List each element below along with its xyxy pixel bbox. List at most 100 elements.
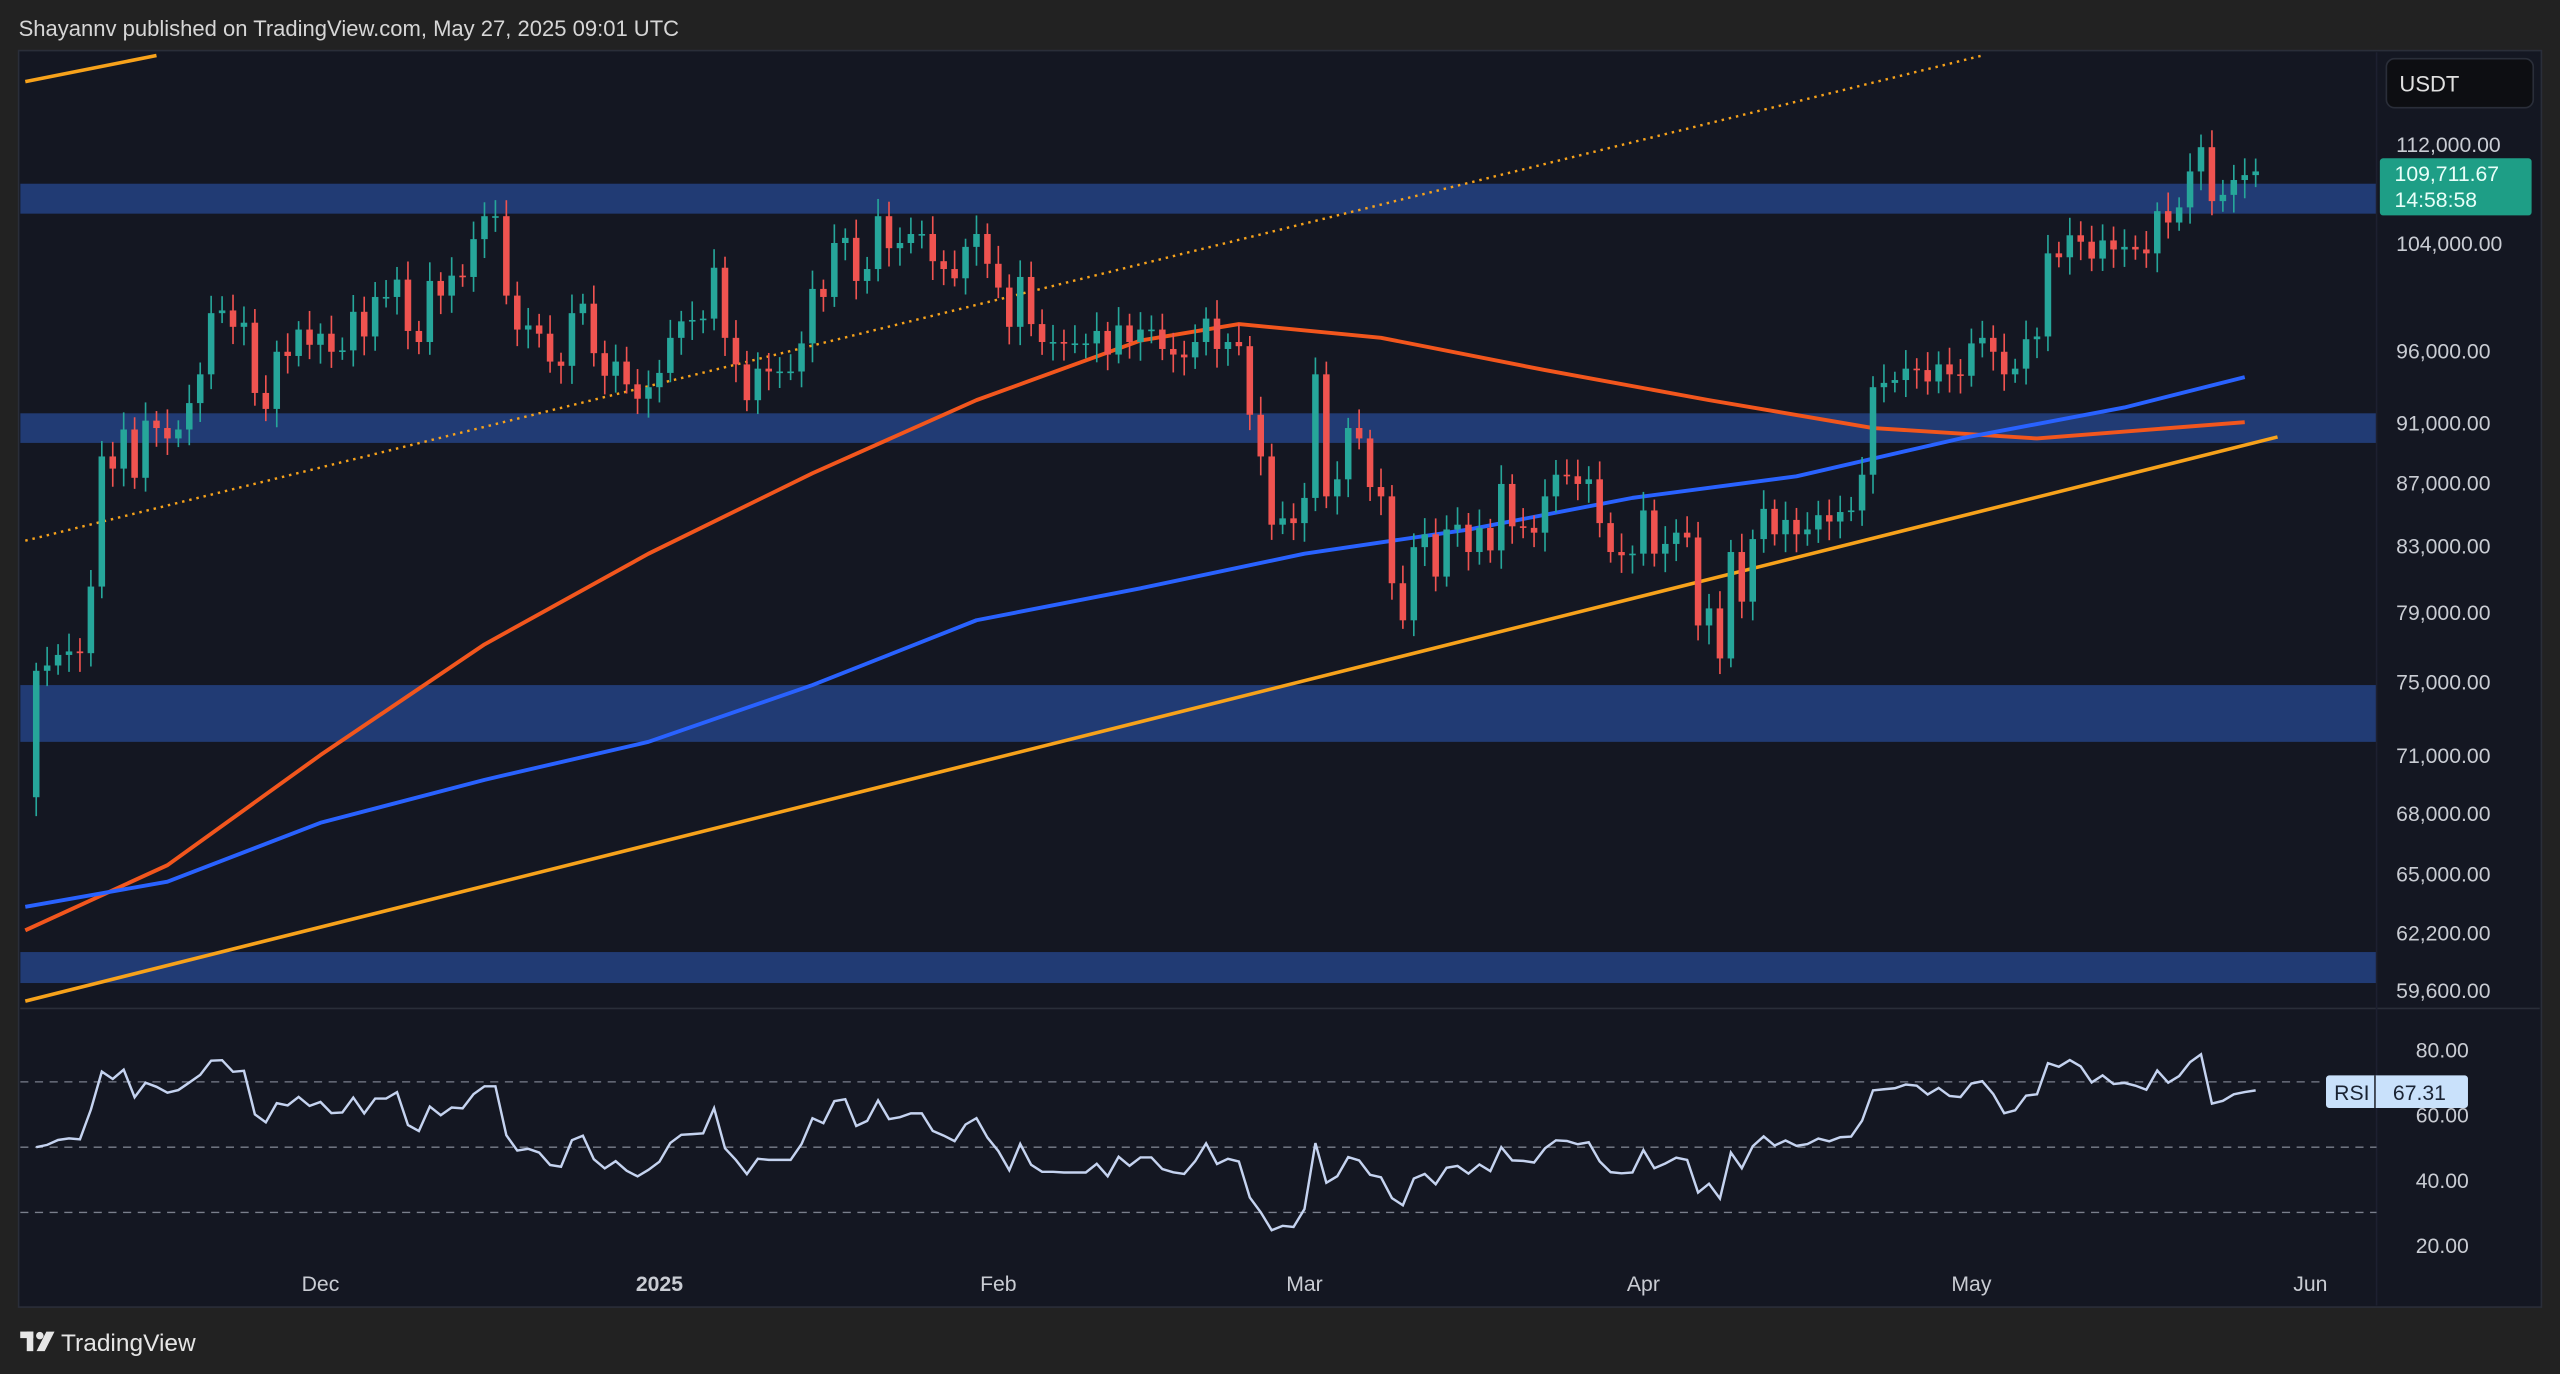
candle-up — [32, 670, 40, 798]
candle-down — [1170, 348, 1177, 355]
candle-up — [831, 243, 838, 297]
candle-down — [437, 280, 445, 296]
candle-up — [1749, 539, 1757, 602]
candle-up — [175, 429, 182, 439]
time-tick-label: Apr — [1627, 1273, 1660, 1296]
candle-down — [262, 392, 270, 409]
candle-up — [579, 303, 587, 314]
candle-up — [186, 403, 193, 430]
candle-down — [1651, 510, 1658, 554]
candle-up — [1301, 497, 1308, 524]
trendline — [24, 435, 2278, 1003]
candle-up — [2186, 171, 2194, 208]
candle-down — [404, 279, 412, 331]
candle-down — [1104, 330, 1111, 355]
candle-down — [131, 429, 138, 478]
candle-down — [951, 269, 958, 279]
candle-up — [470, 239, 477, 277]
candle-up — [1148, 329, 1155, 332]
candle-up — [1804, 529, 1811, 535]
candle-down — [514, 295, 521, 330]
candle-up — [2197, 147, 2205, 172]
candle-up — [2230, 180, 2238, 195]
candle-up — [1016, 276, 1024, 327]
candle-down — [229, 310, 237, 327]
candle-down — [929, 234, 937, 262]
candle-up — [1410, 547, 1418, 621]
candle-up — [120, 429, 127, 469]
candle-up — [1093, 330, 1101, 344]
candle-down — [2088, 241, 2095, 259]
candle-up — [295, 329, 302, 356]
candle-down — [284, 351, 291, 356]
candle-up — [645, 387, 652, 399]
candle-down — [623, 361, 630, 385]
last-price-value: 109,711.67 — [2395, 163, 2500, 186]
candle-up — [962, 246, 969, 279]
time-tick-label: May — [1951, 1273, 1991, 1296]
candle-up — [1454, 524, 1461, 530]
candle-down — [590, 303, 598, 354]
candle-up — [1082, 343, 1090, 346]
candle-down — [2132, 246, 2139, 250]
candle-down — [1213, 318, 1221, 349]
candle-up — [568, 313, 576, 366]
price-axis[interactable]: 112,000.00 104,000.00 96,000.00 91,000.00 87… — [2396, 134, 2502, 1003]
price-tick-label: 87,000.00 — [2396, 473, 2490, 496]
candle-up — [2252, 171, 2259, 176]
candle-down — [153, 420, 160, 429]
candle-up — [1421, 534, 1429, 548]
candle-down — [1060, 342, 1068, 344]
rsi-tick-label: 80.00 — [2416, 1039, 2469, 1062]
candle-up — [1498, 483, 1505, 551]
tradingview-logo[interactable]: TradingView — [20, 1330, 196, 1357]
candle-down — [415, 330, 423, 343]
candle-down — [1771, 508, 1778, 535]
candle-up — [339, 350, 346, 353]
candle-up — [1541, 496, 1549, 533]
candle-down — [1924, 370, 1931, 382]
price-tick-label: 83,000.00 — [2396, 536, 2490, 559]
candle-up — [54, 654, 62, 666]
trendline — [24, 53, 157, 84]
candle-up — [1782, 519, 1789, 535]
candle-up — [754, 368, 762, 401]
candle-up — [776, 371, 783, 374]
candle-up — [2219, 194, 2227, 202]
candle-up — [1705, 608, 1713, 626]
candle-down — [1607, 523, 1614, 553]
tradingview-logo-icon — [20, 1331, 55, 1352]
price-tick-label: 59,600.00 — [2396, 980, 2490, 1003]
candle-up — [240, 322, 248, 327]
candle-up — [1552, 474, 1560, 497]
time-axis[interactable]: Dec 2025 Feb Mar Apr May Jun — [302, 1273, 2328, 1296]
candle-up — [1629, 553, 1636, 556]
tradingview-brand: TradingView — [61, 1330, 196, 1357]
candle-down — [721, 267, 729, 338]
rsi-name: RSI — [2334, 1082, 2369, 1105]
candle-up — [142, 420, 149, 478]
candle-down — [940, 261, 947, 270]
candle-up — [481, 216, 488, 240]
candle-down — [743, 364, 751, 401]
candle-up — [1202, 318, 1210, 343]
svg-text:USDT: USDT — [2399, 71, 2459, 96]
candle-down — [1180, 354, 1188, 358]
candle-up — [973, 234, 980, 247]
rsi-axis[interactable]: 80.00 60.00 40.00 20.00 — [2416, 1039, 2469, 1258]
candle-down — [164, 428, 171, 439]
candle-down — [2143, 249, 2150, 254]
candle-up — [65, 651, 73, 655]
candle-up — [656, 372, 663, 388]
candle-up — [1672, 532, 1680, 544]
candle-down — [1268, 456, 1275, 525]
candle-up — [317, 333, 324, 345]
candle-up — [667, 337, 674, 373]
candle-down — [306, 329, 313, 345]
candle-up — [688, 319, 696, 322]
candle-down — [2055, 253, 2063, 258]
candle-up — [426, 280, 434, 343]
currency-button[interactable]: USDT — [2385, 57, 2535, 109]
price-tick-label: 68,000.00 — [2396, 803, 2490, 826]
candle-down — [1519, 526, 1527, 528]
